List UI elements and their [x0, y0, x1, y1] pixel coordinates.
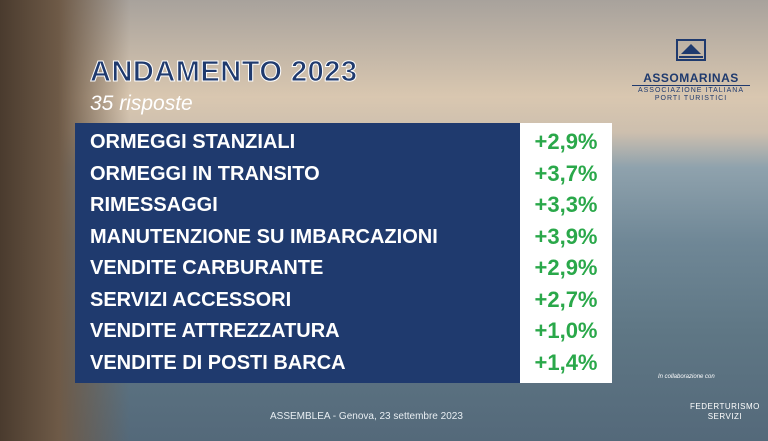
row-value: +1,4%: [534, 349, 598, 375]
partner-name: FEDERTURISMO: [690, 402, 760, 411]
row-label: VENDITE CARBURANTE: [90, 257, 324, 279]
footer: ASSEMBLEA - Genova, 23 settembre 2023: [270, 411, 463, 422]
logo-name: ASSOMARINAS: [643, 71, 739, 85]
partner-sub: SERVIZI: [707, 412, 743, 421]
logo-tagline-2: PORTI TURISTICI: [654, 95, 728, 102]
row-label: ORMEGGI STANZIALI: [90, 131, 296, 153]
title: ANDAMENTO 2023: [90, 56, 358, 89]
logo-icon: [676, 39, 706, 61]
row-label: ORMEGGI IN TRANSITO: [90, 162, 320, 185]
row-value: +3,9%: [534, 223, 598, 249]
row-value: +3,3%: [534, 192, 598, 217]
row-label: RIMESSAGGI: [90, 194, 218, 216]
logo-tagline: ASSOCIAZIONE ITALIANA PORTI TURISTICI: [632, 85, 750, 103]
table-panel: [75, 123, 520, 383]
row-label: MANUTENZIONE SU IMBARCAZIONI: [90, 225, 438, 248]
row-label: VENDITE DI POSTI BARCA: [90, 351, 346, 374]
row-value: +2,9%: [534, 129, 598, 154]
subtitle: 35 risposte: [90, 92, 193, 115]
logo-tagline-1: ASSOCIAZIONE ITALIANA: [637, 87, 745, 94]
row-label: VENDITE ATTREZZATURA: [90, 320, 340, 342]
collab-note: In collaborazione con: [658, 374, 715, 380]
row-label: SERVIZI ACCESSORI: [90, 288, 292, 311]
value-column: [520, 123, 612, 383]
row-value: +1,0%: [534, 318, 598, 343]
partner-logo: FEDERTURISMO SERVIZI: [690, 402, 760, 422]
logo: ASSOMARINAS ASSOCIAZIONE ITALIANA PORTI …: [632, 38, 750, 103]
row-value: +2,7%: [534, 286, 598, 312]
row-value: +3,7%: [534, 160, 598, 186]
row-value: +2,9%: [534, 255, 598, 280]
